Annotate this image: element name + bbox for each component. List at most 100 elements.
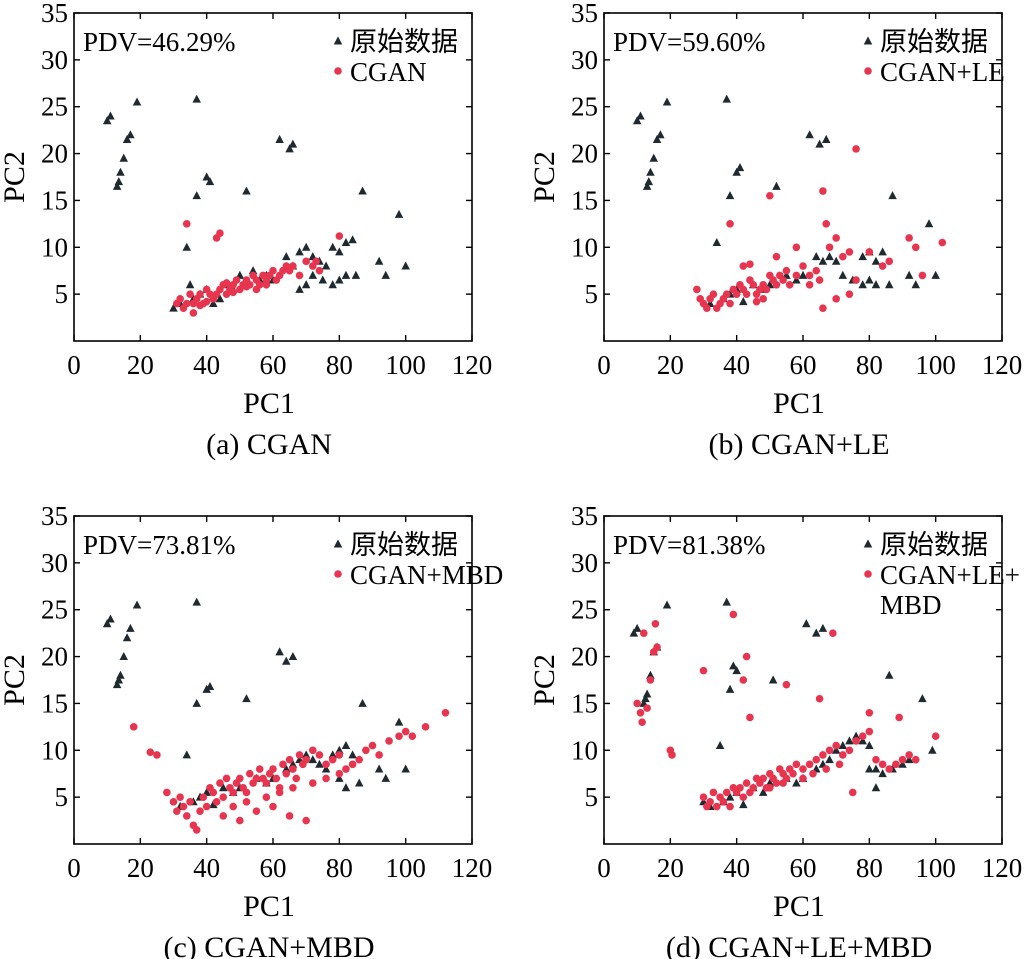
data-point-circle [722,290,731,298]
x-tick-label: 80 [326,350,353,380]
data-point-triangle [209,800,218,809]
data-point-triangle [805,130,814,139]
data-point-circle [885,257,894,266]
data-point-circle [772,779,781,787]
data-point-circle [216,779,224,787]
data-point-triangle [838,741,848,750]
data-point-circle [212,798,221,806]
data-point-circle [772,280,781,289]
data-point-circle [222,279,231,287]
y-tick-label: 30 [41,548,68,578]
data-point-circle [202,297,211,306]
data-point-circle [792,243,801,252]
data-point-circle [805,271,814,280]
data-point-triangle [394,209,404,218]
data-point-circle [189,309,198,317]
data-point-circle [182,812,191,820]
y-tick-label: 20 [571,642,598,672]
y-tick-label: 35 [571,501,598,531]
data-point-circle [729,610,738,619]
data-point-circle [911,243,920,252]
data-point-triangle [192,698,201,707]
data-point-triangle [351,270,361,279]
x-tick-label: 120 [982,350,1023,380]
data-point-triangle [649,153,658,162]
data-point-circle [905,751,913,759]
data-point-circle [189,299,198,308]
data-point-circle [395,732,403,741]
data-point-circle [709,788,718,797]
legend-label: CGAN+LE+ [880,560,1020,590]
data-point-triangle [192,94,201,103]
data-point-triangle [739,800,748,809]
data-point-triangle [865,275,874,284]
data-point-circle [252,285,261,294]
y-tick-label: 15 [41,688,68,718]
data-point-circle [245,769,254,778]
legend-label: CGAN+MBD [350,560,503,590]
data-point-circle [176,793,184,801]
data-point-circle [342,765,350,773]
data-point-triangle [878,769,887,778]
data-point-circle [852,145,860,153]
data-point-circle [825,746,834,755]
y-tick-label: 20 [41,139,68,169]
data-point-triangle [845,736,854,745]
data-point-circle [759,774,767,783]
data-point-circle [279,760,287,769]
data-point-triangle [821,134,831,143]
x-tick-label: 20 [657,853,684,883]
data-point-triangle [275,134,284,143]
data-point-triangle [884,670,894,679]
x-tick-label: 100 [385,350,426,380]
data-point-circle [309,746,317,755]
data-point-circle [706,798,714,806]
data-point-circle [812,755,821,764]
pdv-annotation: PDV=81.38% [613,530,765,560]
data-point-circle [848,788,857,797]
data-point-triangle [646,670,655,679]
y-tick-label: 25 [571,92,598,122]
data-point-triangle [335,275,344,284]
data-point-triangle [335,247,344,256]
data-point-circle [640,629,648,637]
y-tick-label: 25 [571,595,598,625]
data-point-circle [782,680,791,689]
data-point-triangle [348,750,357,759]
y-tick-label: 5 [55,782,69,812]
data-point-circle [746,713,754,722]
data-point-circle [845,248,854,256]
data-point-circle [242,788,251,797]
data-point-circle [782,266,791,275]
data-point-triangle [662,97,672,106]
data-point-circle [852,737,860,745]
data-point-circle [272,276,281,284]
data-point-triangle [646,167,655,176]
y-tick-label: 10 [571,735,598,765]
data-point-circle [269,802,277,811]
data-point-circle [805,760,814,769]
x-tick-label: 120 [452,853,493,883]
legend-marker-circle [334,570,342,578]
data-point-circle [289,262,297,270]
series-generated [633,610,940,811]
x-tick-label: 60 [260,853,287,883]
data-point-triangle [205,177,215,186]
data-point-circle [918,271,927,280]
data-point-circle [789,769,797,778]
data-point-triangle [182,750,192,759]
data-point-circle [822,765,831,773]
data-point-triangle [732,167,741,176]
x-tick-label: 120 [982,853,1023,883]
data-point-triangle [275,647,284,656]
data-point-circle [668,751,676,759]
data-point-circle [309,779,317,787]
data-point-circle [809,769,817,778]
y-tick-label: 5 [585,279,599,309]
data-point-triangle [341,783,351,792]
data-point-triangle [205,681,215,691]
data-point-triangle [169,303,178,312]
data-point-circle [182,220,191,228]
